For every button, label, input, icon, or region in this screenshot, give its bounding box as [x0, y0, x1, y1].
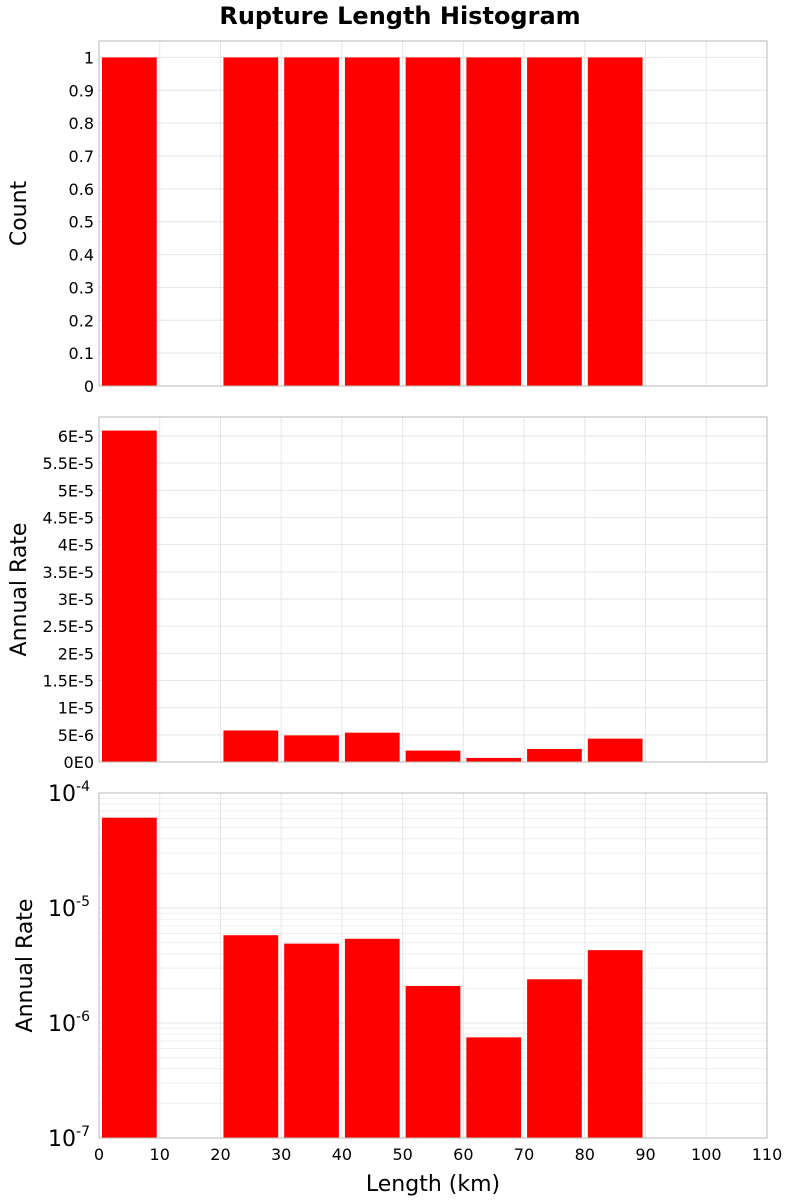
x-tick-label: 20: [210, 1145, 230, 1164]
histogram-bar: [284, 735, 339, 762]
y-tick-label: 4.5E-5: [42, 509, 94, 528]
y-tick-label: 4E-5: [58, 536, 94, 555]
y-tick-label: 2.5E-5: [42, 617, 94, 636]
x-tick-label: 30: [271, 1145, 291, 1164]
histogram-bar: [405, 750, 461, 762]
x-tick-label: 50: [392, 1145, 412, 1164]
y-tick-label: 0.9: [69, 81, 94, 100]
histogram-bar: [527, 748, 582, 762]
histogram-bar: [587, 57, 643, 387]
histogram-bar: [102, 817, 157, 1138]
y-tick-label: 10-7: [48, 1124, 90, 1152]
histogram-bar: [223, 935, 279, 1138]
y-tick-label: 0.1: [69, 344, 94, 363]
y-tick-label: 10-4: [48, 779, 90, 807]
y-tick-label: 0: [84, 377, 94, 396]
histogram-bar: [223, 57, 279, 387]
y-tick-label: 0.3: [69, 278, 94, 297]
histogram-bar: [466, 57, 522, 387]
y-axis-title: Count: [7, 180, 32, 246]
y-tick-label: 0.8: [69, 114, 94, 133]
y-axis-title: Annual Rate: [13, 899, 38, 1033]
y-tick-label: 3.5E-5: [42, 563, 94, 582]
y-tick-label: 1: [84, 48, 94, 67]
panel-count: 0 0.1 0.2 0.3 0.4 0.5 0.6 0.7 0.8 0.9 1 Count: [7, 40, 768, 396]
y-tick-label: 5E-5: [58, 481, 94, 500]
y-tick-label: 10-6: [48, 1009, 90, 1037]
histogram-bar: [527, 57, 582, 387]
y-tick-label: 0.6: [69, 180, 94, 199]
histogram-bar: [405, 57, 461, 387]
y-tick-label: 3E-5: [58, 590, 94, 609]
histogram-bar: [344, 57, 400, 387]
y-tick-label: 2E-5: [58, 644, 94, 663]
x-tick-label: 100: [691, 1145, 722, 1164]
y-tick-label: 1E-5: [58, 699, 94, 718]
y-tick-label: 0.7: [69, 147, 94, 166]
y-tick-label: 0.4: [69, 246, 94, 265]
y-tick-label: 5.5E-5: [42, 454, 94, 473]
histogram-bar: [527, 979, 582, 1138]
x-tick-label: 0: [94, 1145, 104, 1164]
y-tick-label: 0E0: [64, 753, 94, 772]
x-tick-label: 90: [635, 1145, 655, 1164]
x-tick-label: 70: [514, 1145, 534, 1164]
panel-annual-rate-log: 10-7 10-6 10-5 10-4 Annual Rate: [13, 779, 768, 1152]
histogram-bar: [466, 757, 522, 762]
histogram-bar: [466, 1037, 522, 1138]
y-tick-label: 10-5: [48, 894, 90, 922]
y-tick-label: 1.5E-5: [42, 672, 94, 691]
panel-annual-rate-linear: 0E0 5E-6 1E-5 1.5E-5 2E-5 2.5E-5 3E-5 3.5E-5 4E-…: [7, 416, 768, 772]
histogram-bar: [284, 943, 339, 1138]
chart-title: Rupture Length Histogram: [219, 2, 581, 30]
plot-frame: [98, 40, 768, 387]
x-tick-label: 40: [332, 1145, 352, 1164]
histogram-bar: [223, 730, 279, 762]
x-tick-label: 80: [575, 1145, 595, 1164]
x-axis-title: Length (km): [366, 1172, 500, 1197]
y-tick-label: 5E-6: [58, 726, 94, 745]
histogram-bar: [102, 57, 157, 387]
histogram-bar: [344, 732, 400, 762]
histogram-bar: [284, 57, 339, 387]
y-axis-title: Annual Rate: [7, 523, 32, 657]
y-tick-label: 0.5: [69, 213, 94, 232]
y-tick-label: 0.2: [69, 311, 94, 330]
x-tick-label: 10: [150, 1145, 170, 1164]
x-tick-label: 60: [453, 1145, 473, 1164]
plot-frame: [98, 416, 768, 763]
y-tick-label: 6E-5: [58, 427, 94, 446]
histogram-bar: [344, 938, 400, 1138]
histogram-bar: [587, 950, 643, 1138]
histogram-bar: [587, 738, 643, 762]
histogram-bar: [405, 985, 461, 1138]
histogram-bar: [102, 430, 157, 762]
plot-frame: [98, 792, 768, 1139]
x-tick-label: 110: [752, 1145, 783, 1164]
